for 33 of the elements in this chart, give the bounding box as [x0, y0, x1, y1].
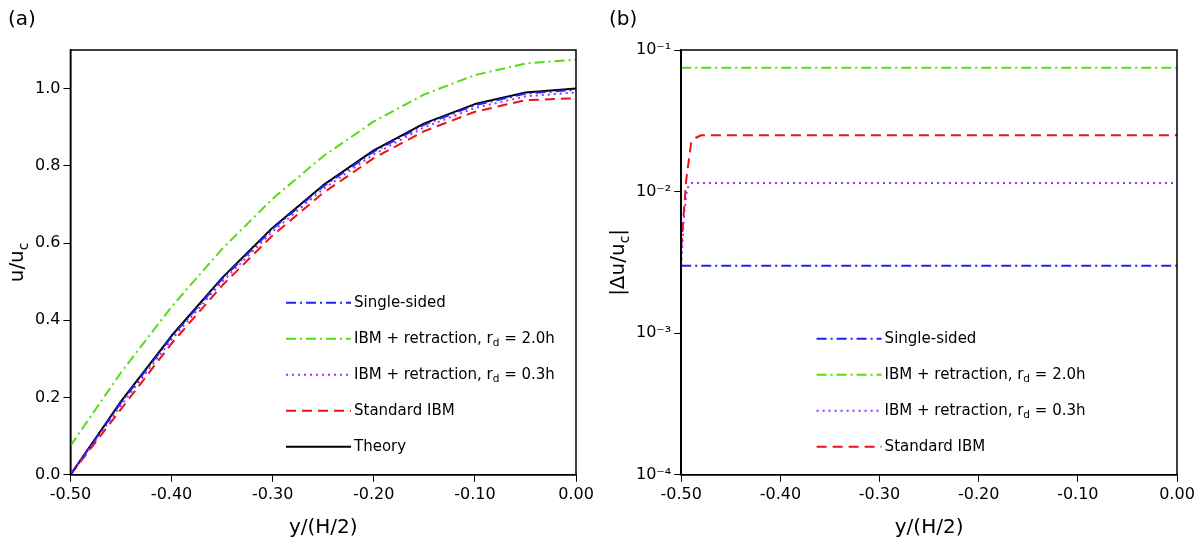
x-tick-label: 0.00 [558, 483, 594, 503]
y-tick-label: 0.4 [34, 309, 61, 329]
legend-label: Standard IBM [354, 400, 455, 419]
x-tick-label: -0.10 [454, 483, 496, 503]
chart-title: (b) [609, 6, 638, 31]
y-tick-label: 0.0 [34, 463, 61, 483]
legend-label: Single-sided [354, 292, 446, 311]
x-tick-label: -0.40 [150, 483, 193, 503]
x-axis-title: y/(H/2) [894, 514, 964, 539]
y-axis-title: |Δu/uc| [605, 228, 632, 296]
y-tick-label: 10⁻² [636, 180, 672, 200]
y-axis-title: u/uc [4, 242, 31, 283]
x-tick-label: -0.50 [660, 483, 702, 503]
y-tick-label: 10⁻⁴ [636, 463, 672, 483]
x-tick-label: -0.40 [759, 483, 802, 503]
chart-title: (a) [8, 6, 36, 31]
x-axis-title: y/(H/2) [288, 514, 358, 539]
x-tick-label: -0.50 [49, 483, 92, 503]
legend-label: Theory [353, 436, 407, 455]
y-tick-label: 0.6 [34, 232, 61, 252]
y-tick-label: 10⁻³ [636, 322, 672, 342]
x-tick-label: -0.10 [1057, 483, 1099, 503]
x-tick-label: -0.30 [251, 483, 294, 503]
x-tick-label: -0.20 [353, 483, 395, 503]
y-tick-label: 0.8 [34, 155, 61, 175]
y-tick-label: 1.0 [34, 77, 61, 97]
legend-label: Single-sided [884, 328, 977, 347]
legend-label: Standard IBM [884, 436, 986, 455]
y-tick-label: 0.2 [34, 386, 61, 406]
x-tick-label: -0.30 [858, 483, 901, 503]
x-tick-label: 0.00 [1159, 483, 1195, 503]
x-tick-label: -0.20 [957, 483, 1000, 503]
y-tick-label: 10⁻¹ [636, 39, 672, 59]
